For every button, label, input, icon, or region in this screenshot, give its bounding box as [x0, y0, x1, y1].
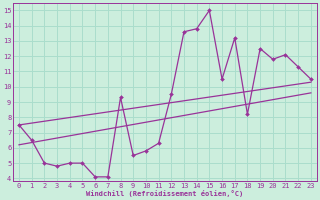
X-axis label: Windchill (Refroidissement éolien,°C): Windchill (Refroidissement éolien,°C)	[86, 190, 244, 197]
